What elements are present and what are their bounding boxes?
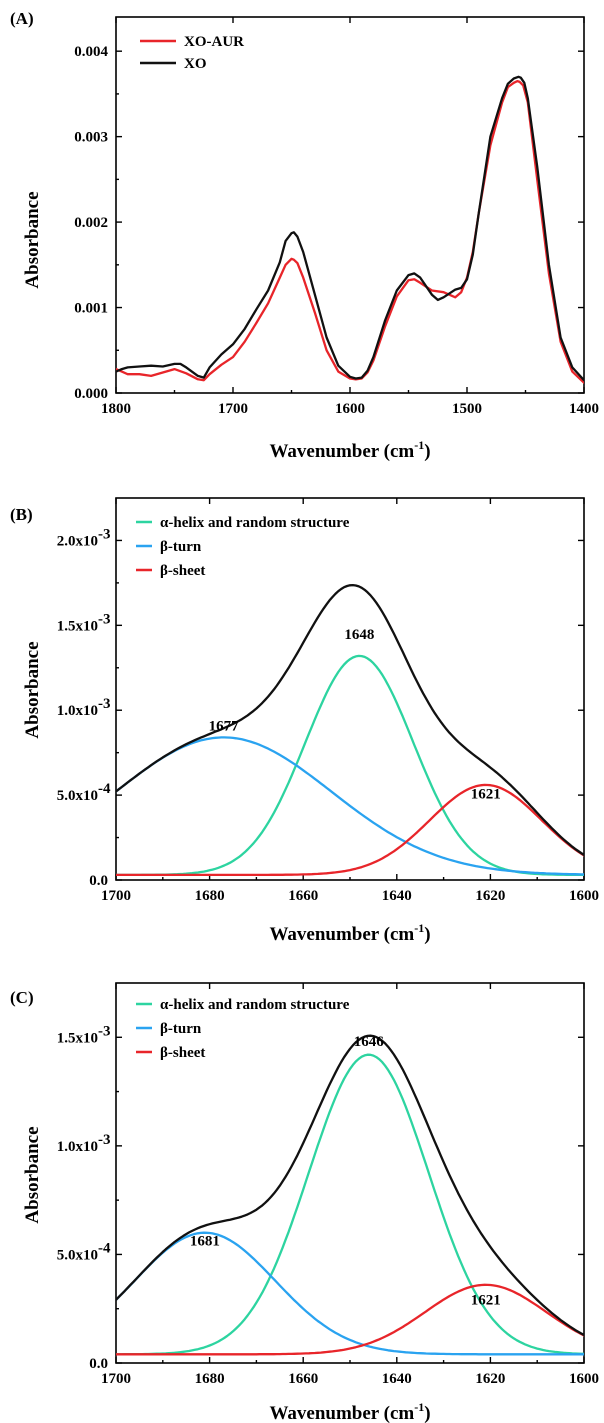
y-axis-label: Absorbance bbox=[22, 1126, 43, 1223]
plot-frame bbox=[115, 16, 585, 394]
x-tick-label: 1660 bbox=[288, 1371, 318, 1387]
x-tick-label: 1700 bbox=[101, 888, 131, 904]
x-tick-label: 1680 bbox=[195, 1371, 225, 1387]
legend-entry: XO bbox=[184, 56, 207, 72]
legend-entry: β-sheet bbox=[160, 563, 205, 579]
y-tick-label: 2.0x10 bbox=[57, 533, 98, 549]
panel-label: (B) bbox=[10, 505, 33, 524]
peak-label: 1621 bbox=[471, 787, 501, 803]
y-axis-label: Absorbance bbox=[22, 191, 43, 288]
x-tick-label: 1600 bbox=[569, 1371, 599, 1387]
chart-panel-c: (C) 1700 1680 1660 1640 1620 1600 0.0 5.0x10 -4 1.… bbox=[10, 982, 599, 1423]
peak-label: 1646 bbox=[354, 1034, 385, 1050]
y-tick-label: 1.5x10 bbox=[57, 1030, 98, 1046]
x-axis-label: Wavenumber (cm-1) bbox=[269, 1400, 430, 1423]
peak-label: 1677 bbox=[209, 719, 240, 735]
y-tick-exponent: -3 bbox=[98, 611, 111, 627]
legend-entry: α-helix and random structure bbox=[160, 997, 350, 1013]
series-line-turn bbox=[116, 1231, 584, 1356]
y-tick-label: 0.002 bbox=[74, 215, 108, 231]
legend-entry: XO-AUR bbox=[184, 34, 244, 50]
x-tick-label: 1500 bbox=[452, 401, 482, 417]
x-tick-label: 1600 bbox=[335, 401, 365, 417]
x-tick-label: 1600 bbox=[569, 888, 599, 904]
peak-label: 1648 bbox=[344, 627, 374, 643]
y-tick-label: 5.0x10 bbox=[57, 1247, 98, 1263]
y-tick-label: 0.0 bbox=[89, 873, 108, 889]
y-tick-label: 0.0 bbox=[89, 1356, 108, 1372]
legend-entry: β-turn bbox=[160, 539, 202, 555]
x-tick-label: 1800 bbox=[101, 401, 131, 417]
series-line-sum bbox=[116, 583, 584, 857]
y-tick-label: 0.000 bbox=[74, 386, 108, 402]
x-tick-label: 1400 bbox=[569, 401, 599, 417]
panel-label: (C) bbox=[10, 988, 34, 1007]
y-tick-exponent: -4 bbox=[98, 781, 111, 797]
y-tick-exponent: -4 bbox=[98, 1240, 111, 1256]
y-tick-exponent: -3 bbox=[98, 696, 111, 712]
y-tick-exponent: -3 bbox=[98, 1132, 111, 1148]
y-tick-label: 1.5x10 bbox=[57, 618, 98, 634]
plot-frame bbox=[115, 497, 585, 881]
x-axis-label: Wavenumber (cm-1) bbox=[269, 921, 430, 945]
x-tick-label: 1640 bbox=[382, 1371, 412, 1387]
y-tick-label: 0.003 bbox=[74, 130, 108, 146]
x-tick-label: 1640 bbox=[382, 888, 412, 904]
chart-panel-a: (A) 1800 1700 1600 1500 1400 0.000 0.001 0.002 0.… bbox=[10, 9, 599, 462]
x-tick-label: 1680 bbox=[195, 888, 225, 904]
y-tick-exponent: -3 bbox=[98, 1023, 111, 1039]
x-tick-label: 1700 bbox=[218, 401, 248, 417]
x-tick-label: 1620 bbox=[475, 888, 505, 904]
legend-entry: β-turn bbox=[160, 1021, 202, 1037]
y-tick-label: 1.0x10 bbox=[57, 703, 98, 719]
series-line-sum bbox=[116, 1034, 584, 1337]
peak-label: 1681 bbox=[190, 1234, 220, 1250]
plot-frame bbox=[115, 982, 585, 1364]
series-line-xo bbox=[116, 75, 584, 382]
panel-label: (A) bbox=[10, 9, 34, 28]
chart-panel-b: (B) 1700 1680 1660 1640 1620 1600 0.0 5.0x10 -4 1.… bbox=[10, 497, 599, 945]
x-tick-label: 1620 bbox=[475, 1371, 505, 1387]
series-line-sheet bbox=[116, 1283, 584, 1356]
y-axis-label: Absorbance bbox=[22, 641, 43, 738]
x-tick-label: 1660 bbox=[288, 888, 318, 904]
x-axis-label: Wavenumber (cm-1) bbox=[269, 438, 430, 462]
series-line-helix-and-random-structure bbox=[116, 1053, 584, 1356]
x-tick-label: 1700 bbox=[101, 1371, 131, 1387]
peak-label: 1621 bbox=[471, 1292, 501, 1308]
y-tick-exponent: -3 bbox=[98, 526, 111, 542]
y-tick-label: 5.0x10 bbox=[57, 788, 98, 804]
series-line-helix-and-random-structure bbox=[116, 654, 584, 877]
legend-entry: β-sheet bbox=[160, 1045, 205, 1061]
y-tick-label: 0.004 bbox=[74, 44, 108, 60]
series-line-xo-aur bbox=[116, 79, 584, 384]
y-tick-label: 1.0x10 bbox=[57, 1139, 98, 1155]
y-tick-label: 0.001 bbox=[74, 301, 108, 317]
series-line-turn bbox=[116, 736, 584, 876]
legend-entry: α-helix and random structure bbox=[160, 515, 350, 531]
series-line-sheet bbox=[116, 783, 584, 877]
